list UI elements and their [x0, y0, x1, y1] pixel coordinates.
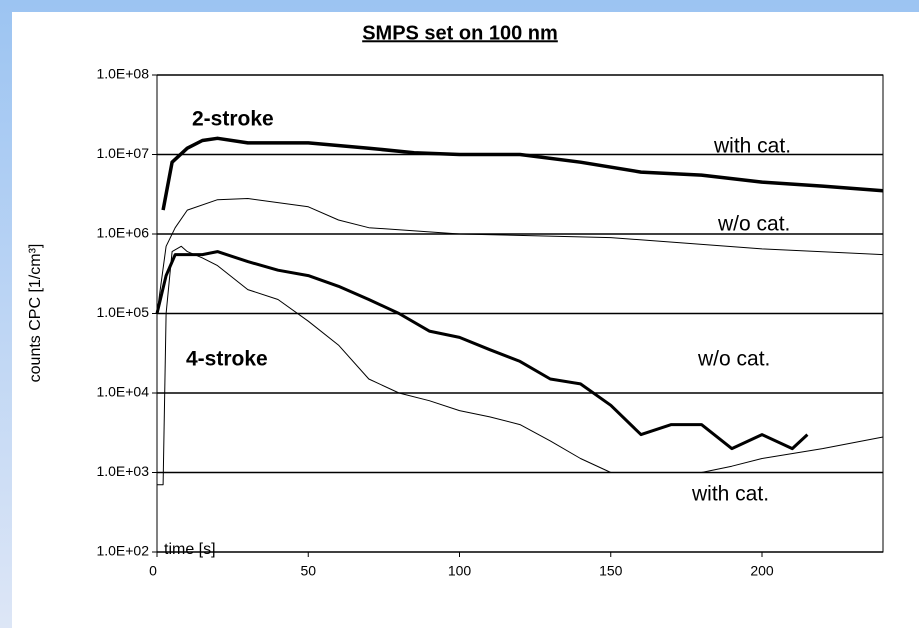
annotation: 2-stroke: [192, 108, 274, 131]
x-tick-label: 100: [448, 563, 472, 579]
y-tick-label: 1.0E+03: [96, 463, 149, 479]
x-tick-label: 150: [599, 563, 623, 579]
x-tick-label: 200: [750, 563, 774, 579]
line-series: [156, 198, 884, 314]
panel: [12, 12, 919, 628]
y-tick-label: 1.0E+06: [96, 225, 149, 241]
annotation: w/o cat.: [697, 348, 770, 371]
y-tick-label: 1.0E+02: [96, 543, 149, 559]
y-axis-label: counts CPC [1/cm³]: [27, 244, 44, 383]
line-series: [161, 136, 884, 211]
annotation: with cat.: [713, 135, 791, 158]
annotation: with cat.: [691, 483, 769, 506]
annotation: w/o cat.: [717, 213, 790, 236]
line-series: [157, 245, 884, 486]
x-tick-label: 50: [300, 563, 316, 579]
y-tick-label: 1.0E+08: [96, 66, 149, 82]
y-tick-label: 1.0E+04: [96, 384, 149, 400]
line-series: [155, 250, 809, 451]
y-tick-label: 1.0E+05: [96, 304, 149, 320]
x-axis-label: time [s]: [164, 541, 216, 558]
y-tick-label: 1.0E+07: [96, 145, 149, 161]
annotation: 4-stroke: [186, 348, 268, 371]
x-tick-label: 0: [149, 563, 157, 579]
chart-title: SMPS set on 100 nm: [362, 22, 558, 44]
